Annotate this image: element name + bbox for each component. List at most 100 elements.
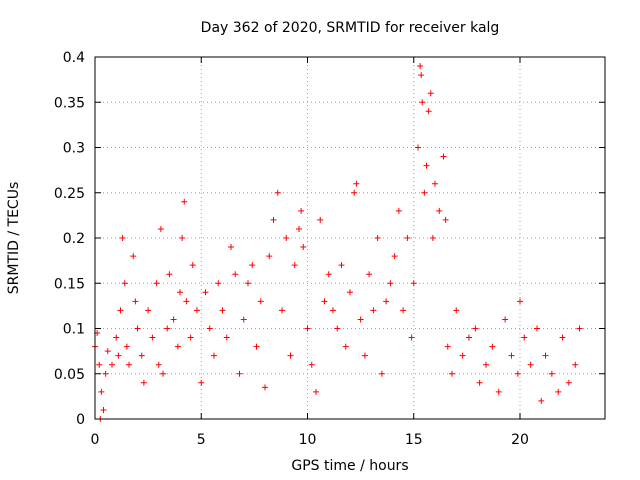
data-point: [400, 307, 407, 314]
data-point: [572, 361, 579, 368]
data-point: [283, 235, 290, 241]
data-point: [298, 207, 305, 214]
data-point: [449, 370, 455, 377]
data-point: [179, 235, 186, 241]
data-point: [153, 280, 160, 287]
data-point: [119, 235, 126, 241]
data-point: [100, 406, 107, 413]
data-point: [351, 189, 358, 196]
data-point: [308, 361, 315, 368]
data-point: [123, 343, 130, 350]
x-tick-label: 20: [511, 432, 529, 448]
data-point: [253, 343, 260, 350]
data-point: [279, 307, 285, 314]
data-point: [391, 253, 398, 260]
data-point: [542, 352, 549, 359]
data-point: [514, 370, 521, 377]
data-point: [453, 307, 460, 314]
data-point: [177, 289, 183, 296]
data-point: [425, 108, 432, 115]
data-point: [304, 325, 311, 332]
y-tick-label: 0: [76, 412, 85, 428]
data-point: [521, 334, 528, 341]
data-point: [366, 271, 373, 278]
data-point: [383, 298, 390, 305]
y-tick-labels: 0 0.05 0.1 0.15 0.2 0.25 0.3 0.35 0.4: [54, 50, 85, 428]
data-point: [98, 388, 105, 395]
data-point: [370, 307, 377, 314]
data-point: [338, 262, 345, 269]
data-point: [466, 334, 472, 341]
data-point: [559, 334, 566, 341]
data-point: [249, 262, 256, 269]
x-tick-label: 10: [299, 432, 317, 448]
data-point: [321, 298, 328, 305]
data-point: [555, 388, 562, 395]
data-point: [194, 307, 200, 314]
data-point: [155, 361, 162, 368]
data-point: [274, 189, 281, 196]
data-point: [378, 370, 385, 377]
data-point: [576, 325, 583, 332]
data-point: [245, 280, 251, 287]
data-point: [517, 298, 523, 305]
data-point: [429, 235, 436, 241]
data-point: [117, 307, 124, 314]
data-point: [330, 307, 336, 314]
data-point: [317, 216, 324, 223]
data-point: [134, 325, 141, 332]
data-point: [423, 162, 430, 169]
x-axis-label: GPS time / hours: [291, 458, 408, 474]
data-points: [92, 63, 583, 422]
data-point: [96, 361, 103, 368]
data-point: [508, 352, 515, 359]
data-point: [140, 379, 147, 386]
data-point: [270, 216, 277, 223]
data-point: [527, 361, 534, 368]
data-point: [404, 235, 411, 241]
data-point: [102, 370, 109, 377]
data-point: [113, 334, 120, 341]
data-point: [444, 343, 451, 350]
data-point: [181, 198, 188, 205]
y-tick-label: 0.05: [54, 367, 85, 383]
data-point: [257, 298, 264, 305]
data-point: [130, 253, 137, 260]
data-point: [187, 334, 194, 341]
data-point: [347, 289, 353, 296]
data-point: [387, 280, 394, 287]
data-point: [160, 370, 166, 377]
x-tick-label: 0: [91, 432, 100, 448]
data-point: [418, 72, 425, 79]
data-point: [164, 325, 171, 332]
data-point: [410, 280, 417, 287]
y-axis-label: SRMTID / TECUs: [6, 182, 22, 295]
data-point: [228, 244, 234, 251]
data-point: [198, 379, 205, 386]
data-point: [483, 361, 489, 368]
data-point: [415, 144, 421, 151]
data-point: [417, 63, 424, 70]
y-tick-label: 0.4: [63, 50, 85, 66]
data-point: [291, 262, 298, 269]
data-point: [313, 388, 319, 395]
data-point: [223, 334, 230, 341]
data-point: [538, 397, 545, 404]
data-point: [436, 207, 443, 214]
data-point: [534, 325, 540, 332]
data-point: [189, 262, 196, 269]
data-point: [115, 352, 122, 359]
data-point: [374, 235, 381, 241]
data-point: [476, 379, 483, 386]
y-tick-label: 0.2: [63, 231, 85, 247]
data-point: [166, 271, 173, 278]
data-point: [183, 298, 190, 305]
data-point: [361, 352, 368, 359]
data-point: [353, 180, 360, 187]
data-point: [262, 384, 268, 391]
data-point: [432, 180, 438, 187]
x-tick-label: 15: [405, 432, 423, 448]
data-point: [132, 298, 139, 305]
data-point: [472, 325, 479, 332]
